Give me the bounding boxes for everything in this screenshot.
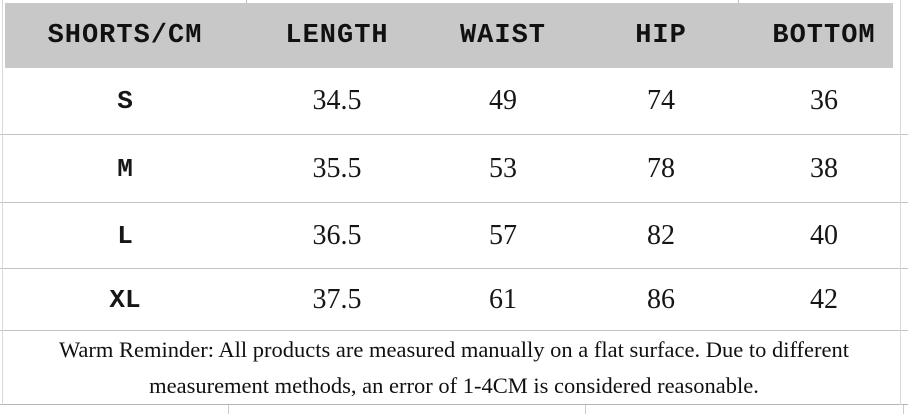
length-value-cell: 37.5 <box>312 283 362 315</box>
bottom-value-cell: 36 <box>810 85 838 116</box>
size-label-cell: M <box>117 153 133 184</box>
size-label-cell: L <box>117 220 133 251</box>
column-header-bottom: BOTTOM <box>772 20 876 51</box>
bottom-value-cell: 42 <box>810 283 838 315</box>
grid-tick <box>585 405 586 414</box>
hip-value-cell: 86 <box>647 283 675 315</box>
table-row-l: L 36.5 57 82 40 <box>0 202 908 268</box>
hip-value-cell: 78 <box>647 152 675 184</box>
grid-tick <box>903 405 904 414</box>
grid-tick <box>246 0 247 3</box>
column-header-shorts-cm: SHORTS/CM <box>47 20 203 51</box>
table-header-row: SHORTS/CM LENGTH WAIST HIP BOTTOM <box>0 3 908 68</box>
size-label-cell: S <box>117 86 133 116</box>
table-row-xl: XL 37.5 61 86 42 <box>0 268 908 330</box>
waist-value-cell: 53 <box>489 152 517 184</box>
warm-reminder-line-1: Warm Reminder: All products are measured… <box>59 336 849 362</box>
table-row-s: S 34.5 49 74 36 <box>0 68 908 134</box>
hip-value-cell: 82 <box>647 219 675 251</box>
waist-value-cell: 61 <box>489 283 517 315</box>
column-header-length: LENGTH <box>285 20 389 51</box>
grid-tick <box>738 0 739 3</box>
table-border-right <box>900 0 901 405</box>
warm-reminder-line-2: measurement methods, an error of 1-4CM i… <box>149 372 759 398</box>
size-label-cell: XL <box>109 284 141 315</box>
column-header-hip: HIP <box>635 20 687 51</box>
length-value-cell: 34.5 <box>312 85 362 116</box>
table-border-left <box>2 0 3 405</box>
waist-value-cell: 49 <box>489 85 517 116</box>
bottom-value-cell: 38 <box>810 152 838 184</box>
column-header-waist: WAIST <box>459 20 546 51</box>
hip-value-cell: 74 <box>647 85 675 116</box>
grid-tick <box>228 405 229 414</box>
warm-reminder-note: Warm Reminder: All products are measured… <box>0 330 908 405</box>
header-background <box>5 3 893 68</box>
length-value-cell: 35.5 <box>312 152 362 184</box>
waist-value-cell: 57 <box>489 219 517 251</box>
bottom-value-cell: 40 <box>810 219 838 251</box>
table-row-m: M 35.5 53 78 38 <box>0 134 908 202</box>
length-value-cell: 36.5 <box>312 219 362 251</box>
